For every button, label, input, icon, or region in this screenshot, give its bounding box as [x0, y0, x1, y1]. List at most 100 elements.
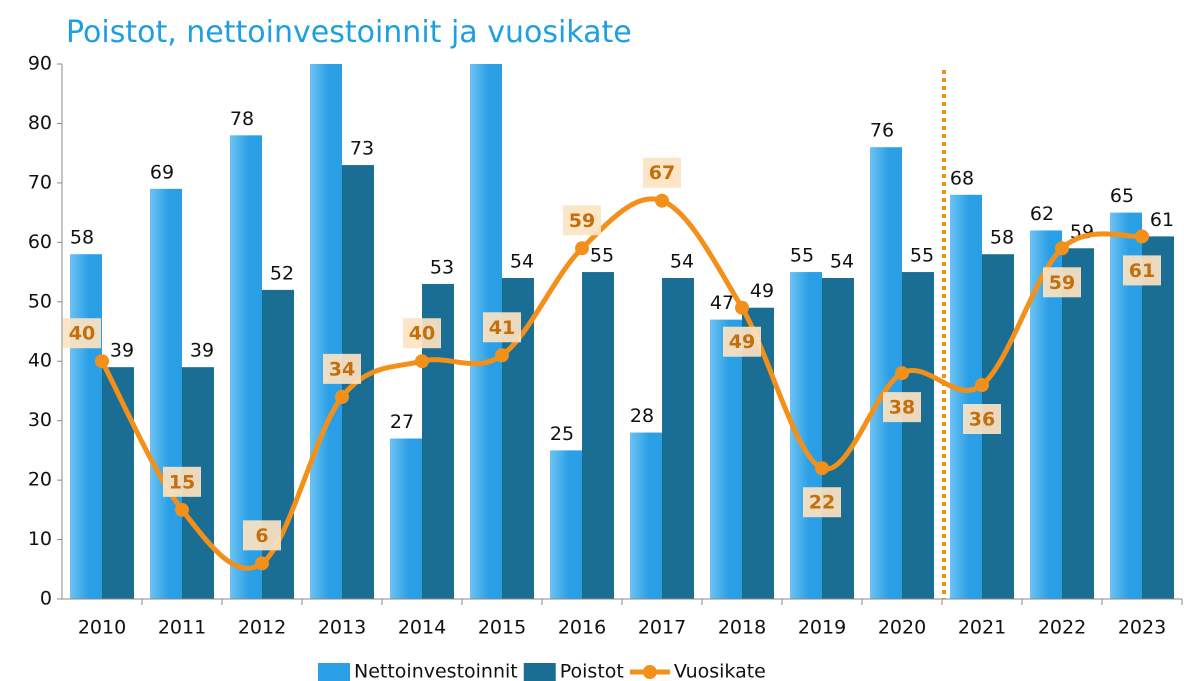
data-label: 58 — [70, 227, 94, 249]
data-label: 54 — [510, 251, 534, 273]
data-label-box — [643, 157, 681, 188]
data-label: 39 — [190, 340, 214, 362]
bar — [710, 319, 742, 599]
x-tick-label: 2022 — [1038, 617, 1086, 639]
data-label: 53 — [430, 256, 454, 278]
bar — [902, 272, 934, 599]
data-label: 58 — [990, 227, 1014, 249]
data-label-box — [1123, 255, 1161, 286]
y-tick-label: 80 — [28, 112, 52, 134]
data-label: 49 — [750, 280, 774, 302]
data-label-box — [403, 318, 441, 349]
line-marker — [175, 502, 189, 517]
data-label-box — [323, 353, 361, 384]
data-label: 52 — [270, 262, 294, 284]
y-tick-label: 60 — [28, 231, 52, 253]
data-label-box — [723, 326, 761, 357]
line-marker — [255, 556, 269, 571]
data-label-box — [243, 520, 281, 551]
legend-label: Nettoinvestoinnit — [354, 661, 518, 681]
legend-swatch — [523, 663, 556, 681]
data-label: 15 — [169, 471, 195, 493]
line-marker — [815, 461, 829, 476]
legend-swatch — [318, 663, 350, 681]
x-tick-label: 2014 — [398, 617, 446, 639]
bar — [70, 254, 102, 599]
data-label: 6 — [255, 525, 268, 547]
data-label-box — [63, 318, 101, 349]
data-label: 38 — [889, 397, 915, 419]
data-label: 55 — [910, 245, 934, 267]
bar — [1062, 248, 1094, 599]
bar — [550, 450, 582, 599]
data-label: 76 — [870, 120, 894, 142]
y-tick-label: 50 — [28, 290, 52, 312]
y-tick-label: 40 — [28, 350, 52, 372]
data-label: 61 — [1150, 209, 1174, 231]
data-label: 49 — [729, 331, 755, 353]
bar — [662, 278, 694, 599]
data-label: 55 — [590, 245, 614, 267]
y-tick-label: 90 — [28, 53, 52, 75]
bar — [630, 432, 662, 599]
line-marker — [575, 241, 589, 256]
bar — [470, 64, 502, 600]
data-label: 41 — [489, 317, 515, 339]
y-tick-label: 70 — [28, 171, 52, 193]
chart-title: Poistot, nettoinvestoinnit ja vuosikate — [66, 15, 632, 50]
data-label: 22 — [809, 492, 835, 514]
y-tick-label: 10 — [28, 528, 52, 550]
legend-label: Vuosikate — [674, 661, 766, 681]
x-tick-label: 2021 — [958, 617, 1006, 639]
data-label: 78 — [230, 108, 254, 130]
bar — [950, 194, 982, 599]
x-tick-label: 2016 — [558, 617, 606, 639]
legend-label: Poistot — [560, 661, 624, 681]
line-marker — [975, 378, 989, 392]
bar — [822, 278, 854, 599]
line-marker — [335, 389, 349, 404]
x-tick-label: 2020 — [878, 617, 926, 639]
data-label: 68 — [950, 167, 974, 189]
line-marker — [495, 348, 509, 363]
line-marker — [1135, 229, 1149, 244]
data-label: 67 — [649, 162, 675, 184]
data-label: 65 — [1110, 185, 1134, 207]
data-label: 34 — [329, 358, 355, 380]
data-label: 25 — [550, 423, 574, 445]
data-label: 61 — [1129, 260, 1155, 282]
data-label: 40 — [69, 323, 95, 345]
plot-area — [70, 64, 1174, 600]
x-tick-label: 2012 — [238, 617, 286, 639]
bar — [310, 64, 342, 600]
data-label: 27 — [390, 411, 414, 433]
x-tick-label: 2011 — [158, 617, 206, 639]
y-tick-label: 0 — [40, 588, 52, 610]
data-label: 59 — [569, 210, 595, 232]
bar — [102, 367, 134, 599]
data-label: 40 — [409, 323, 435, 345]
data-label-box — [963, 404, 1001, 434]
data-label-box — [163, 466, 201, 497]
y-tick-label: 20 — [28, 469, 52, 491]
data-label: 36 — [969, 409, 995, 431]
line-marker — [895, 366, 909, 381]
data-label: 73 — [350, 138, 374, 160]
line-marker — [735, 300, 749, 315]
data-label-box — [483, 312, 521, 343]
x-tick-label: 2015 — [478, 617, 526, 639]
bar — [582, 272, 614, 599]
x-tick-label: 2023 — [1118, 617, 1166, 639]
x-tick-label: 2017 — [638, 617, 686, 639]
line-marker — [95, 354, 109, 369]
x-tick-label: 2018 — [718, 617, 766, 639]
data-label: 47 — [710, 292, 734, 314]
data-label-box — [1043, 267, 1081, 298]
data-label: 54 — [670, 251, 694, 273]
data-label-box — [563, 205, 601, 236]
data-label-box — [883, 392, 921, 423]
bar — [262, 289, 294, 599]
data-label: 55 — [790, 245, 814, 267]
